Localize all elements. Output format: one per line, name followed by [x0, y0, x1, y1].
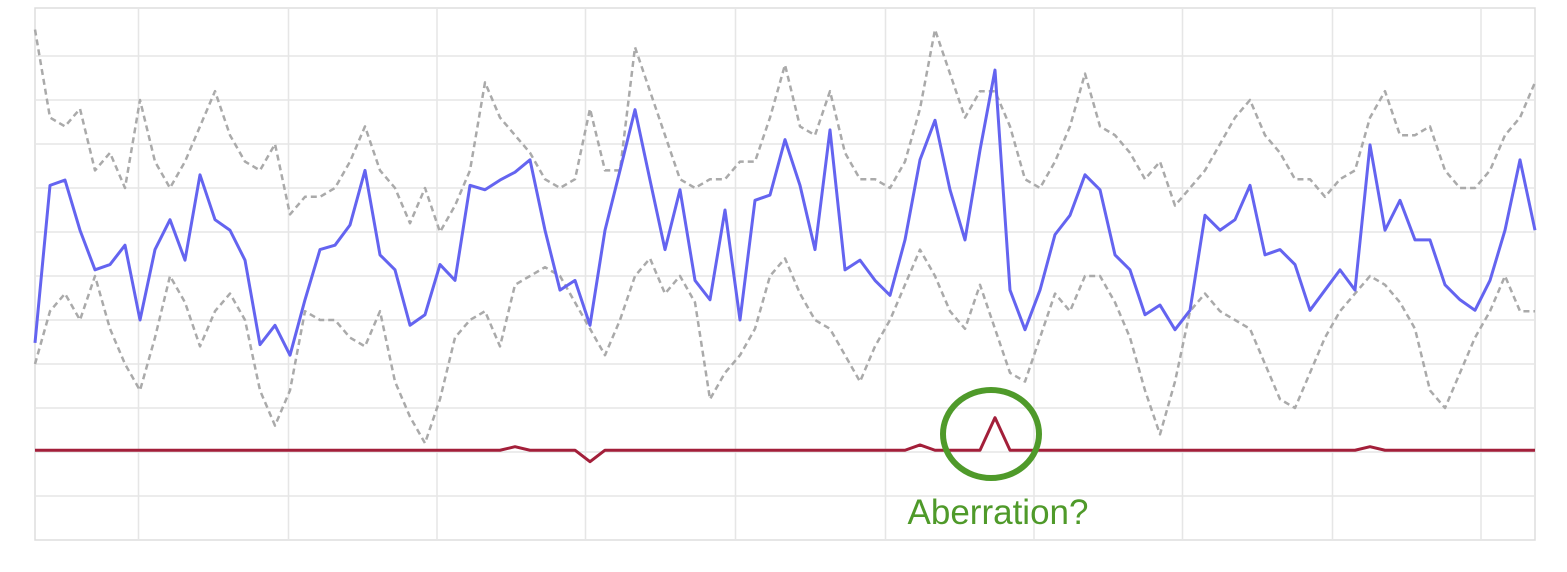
series-line: [35, 416, 1535, 464]
lines: [33, 28, 1537, 464]
series-line: [33, 68, 1537, 357]
annotation-circle: [940, 387, 1042, 481]
series-line: [33, 248, 1535, 445]
plot-frame: [34, 7, 1536, 541]
annotation-text: Aberration?: [908, 493, 1089, 532]
